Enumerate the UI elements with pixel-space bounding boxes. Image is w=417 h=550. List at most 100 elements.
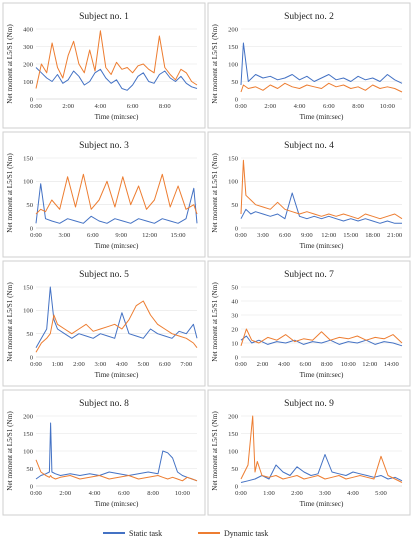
x-tick-label: 2:00 [291,490,303,497]
x-tick-label: 0:00 [30,490,42,497]
x-tick-label: 0:00 [235,361,247,368]
x-tick-label: 6:00 [87,232,99,239]
chart-panel: Subject no. 5 0 50 100 150 0:00 1:00 2:00 3:00 4:… [2,260,206,387]
y-axis-label: Net moment at L5/S1 (Nm) [211,153,219,233]
panel-frame [2,2,206,129]
panel-frame [2,260,206,387]
x-tick-label: 4:00 [294,103,306,110]
x-tick-label: 5:00 [375,490,387,497]
y-tick-label: 50 [231,466,238,473]
y-tick-label: 0 [235,225,239,232]
x-tick-label: 2:00 [73,361,85,368]
chart-panel: Subject no. 2 0 50 100 150 200 0:00 2:00 4:00 6:0… [207,2,411,129]
y-tick-label: 200 [23,413,34,420]
x-tick-label: 12:00 [142,232,158,239]
series-line-dynamic [240,82,403,93]
chart-panel: Subject no. 1 0 100 200 300 400 0:00 2:00 4:00 6:… [2,2,206,129]
y-tick-label: 150 [23,431,34,438]
chart-title: Subject no. 7 [284,270,334,280]
y-tick-label: 200 [23,61,34,68]
x-tick-label: 15:00 [343,232,359,239]
x-tick-label: 15:00 [171,232,187,239]
y-axis-label: Net moment at L5/S1 (Nm) [211,24,219,104]
chart-panel: Subject no. 9 0 50 100 150 200 0:00 1:00 2:00 3:0… [207,389,411,516]
x-axis-label: Time (min:sec) [95,500,139,508]
panel-frame [207,389,411,516]
y-tick-label: 50 [231,284,238,291]
y-tick-label: 150 [23,284,34,291]
x-tick-label: 6:00 [300,361,312,368]
chart-panel: Subject no. 8 0 50 100 150 200 0:00 2:00 4:00 6:0… [2,389,206,516]
x-tick-label: 10:00 [380,103,396,110]
y-tick-label: 300 [23,44,34,51]
x-tick-label: 8:00 [321,361,333,368]
x-tick-label: 7:00 [180,361,192,368]
y-tick-label: 200 [228,413,239,420]
y-tick-label: 400 [23,26,34,33]
x-tick-label: 1:00 [263,490,275,497]
chart-panel: Subject no. 7 0 10 20 30 40 50 0:00 2:00 4:00 6:00… [207,260,411,387]
y-tick-label: 40 [231,298,238,305]
chart-title: Subject no. 8 [79,399,129,409]
chart-title: Subject no. 5 [79,270,129,280]
x-tick-label: 0:00 [30,232,42,239]
x-tick-label: 4:00 [89,490,101,497]
panel-frame [207,260,411,387]
x-tick-label: 3:00 [95,361,107,368]
x-axis-label: Time (min:sec) [95,242,139,250]
series-line-static [240,335,403,347]
chart-title: Subject no. 4 [284,141,334,151]
chart-title: Subject no. 2 [284,12,334,22]
series-line-static [35,67,198,91]
x-tick-label: 6:00 [159,361,171,368]
x-tick-label: 0:00 [235,103,247,110]
x-tick-label: 3:00 [257,232,269,239]
series-line-dynamic [240,415,403,483]
x-tick-label: 5:00 [137,361,149,368]
x-tick-label: 8:00 [159,103,171,110]
series-line-dynamic [240,159,403,220]
y-tick-label: 150 [23,155,34,162]
series-line-dynamic [35,300,198,353]
x-tick-label: 8:00 [147,490,159,497]
series-line-static [240,42,403,86]
x-tick-label: 6:00 [127,103,139,110]
y-tick-label: 200 [228,26,239,33]
x-tick-label: 2:00 [257,361,269,368]
x-tick-label: 2:00 [59,490,71,497]
x-tick-label: 4:00 [95,103,107,110]
x-tick-label: 1:00 [52,361,64,368]
y-tick-label: 150 [228,431,239,438]
chart-title: Subject no. 1 [79,12,129,22]
x-axis-label: Time (min:sec) [300,242,344,250]
legend-label-dynamic: Dynamic task [224,529,268,538]
y-tick-label: 150 [228,155,239,162]
x-tick-label: 9:00 [115,232,127,239]
y-tick-label: 0 [30,225,34,232]
x-tick-label: 9:00 [301,232,313,239]
x-axis-label: Time (min:sec) [300,371,344,379]
x-tick-label: 14:00 [384,361,400,368]
y-tick-label: 100 [23,79,34,86]
x-tick-label: 21:00 [387,232,403,239]
chart-panel: Subject no. 4 0 50 100 150 0:00 3:00 6:00 9:00 12… [207,131,411,258]
x-axis-label: Time (min:sec) [300,500,344,508]
x-tick-label: 10:00 [341,361,357,368]
x-tick-label: 2:00 [62,103,74,110]
x-tick-label: 12:00 [362,361,378,368]
y-tick-label: 0 [235,96,239,103]
y-tick-label: 100 [228,61,239,68]
x-tick-label: 10:00 [175,490,191,497]
series-line-dynamic [35,173,198,215]
y-axis-label: Net moment at L5/S1 (Nm) [6,282,14,362]
y-tick-label: 50 [231,202,238,209]
panel-frame [2,389,206,516]
y-axis-label: Net moment at L5/S1 (Nm) [6,24,14,104]
x-tick-label: 2:00 [264,103,276,110]
y-axis-label: Net moment at L5/S1 (Nm) [6,411,14,491]
y-tick-label: 50 [26,202,33,209]
legend-label-static: Static task [129,529,162,538]
y-tick-label: 50 [231,79,238,86]
x-tick-label: 6:00 [118,490,130,497]
